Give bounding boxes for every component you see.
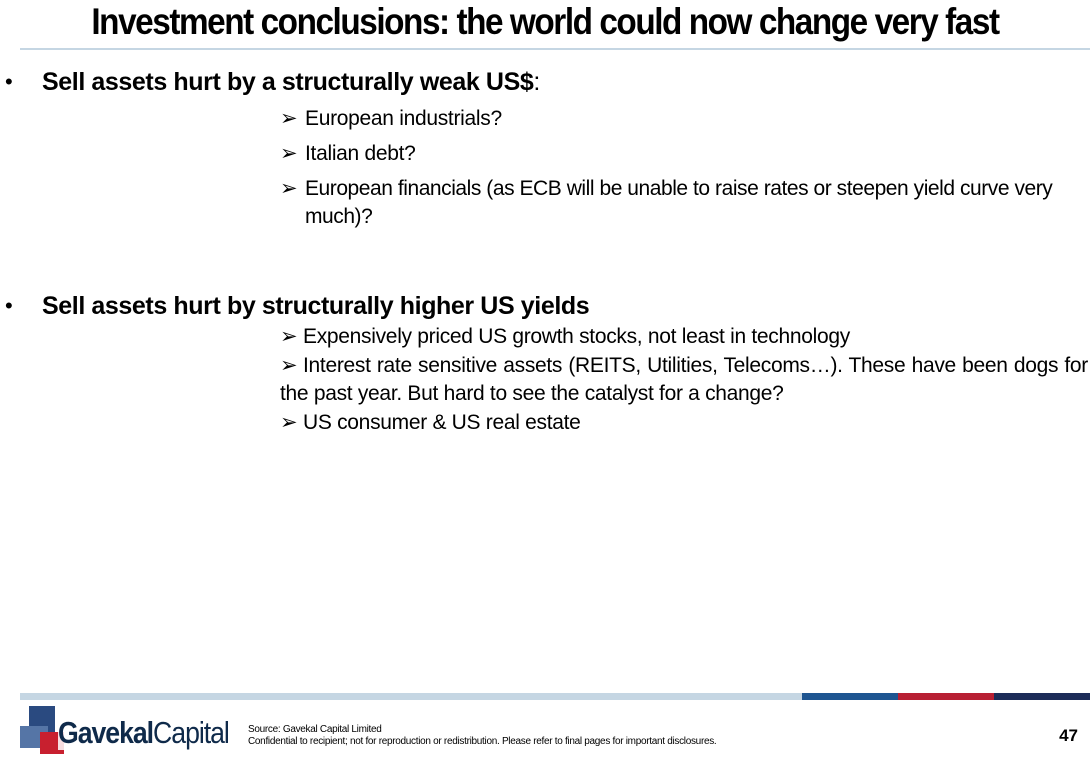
section1-bullet: • bbox=[5, 69, 13, 94]
section1-item: ➢ Italian debt? bbox=[280, 140, 1088, 168]
page-number: 47 bbox=[1059, 726, 1078, 745]
footer-source: Source: Gavekal Capital Limited Confiden… bbox=[248, 724, 717, 748]
section1-item-text: Italian debt? bbox=[305, 142, 416, 165]
section2-item: ➢ US consumer & US real estate bbox=[280, 409, 1088, 437]
section2-heading: Sell assets hurt by structurally higher … bbox=[42, 292, 590, 320]
section1-heading-colon: : bbox=[533, 68, 540, 96]
section1-heading-text: Sell assets hurt by a structurally weak … bbox=[42, 68, 534, 96]
section2-item-text: Expensively priced US growth stocks, not… bbox=[303, 325, 850, 348]
arrow-bullet-icon: ➢ bbox=[280, 177, 298, 200]
arrow-bullet-icon: ➢ bbox=[280, 411, 298, 434]
page-title: Investment conclusions: the world could … bbox=[91, 1, 1000, 42]
section2-item: ➢ Interest rate sensitive assets (REITS, … bbox=[280, 352, 1088, 408]
arrow-bullet-icon: ➢ bbox=[280, 354, 298, 377]
logo-wordmark-regular: Capital bbox=[153, 715, 230, 750]
gavekal-logo: GavekalCapital bbox=[20, 706, 245, 758]
section1-item-text: European financials (as ECB will be unab… bbox=[305, 177, 1053, 228]
footer-bar-navy bbox=[994, 693, 1090, 700]
footer-bar-blue bbox=[802, 693, 898, 700]
title-divider bbox=[20, 48, 1090, 50]
source-line: Source: Gavekal Capital Limited bbox=[248, 724, 382, 735]
logo-wordmark: GavekalCapital bbox=[58, 715, 230, 751]
section1-heading: Sell assets hurt by a structurally weak … bbox=[42, 67, 540, 97]
section1-item: ➢ European industrials? bbox=[280, 105, 1088, 133]
footer-bar-light bbox=[20, 693, 802, 700]
disclaimer-line: Confidential to recipient; not for repro… bbox=[248, 736, 717, 747]
logo-wordmark-bold: Gavekal bbox=[58, 715, 154, 750]
section2-item-text: Interest rate sensitive assets (REITS, U… bbox=[280, 354, 1088, 405]
arrow-bullet-icon: ➢ bbox=[280, 325, 298, 348]
arrow-bullet-icon: ➢ bbox=[280, 107, 298, 130]
section1-item-text: European industrials? bbox=[305, 107, 502, 130]
section2-item: ➢ Expensively priced US growth stocks, no… bbox=[280, 323, 1088, 351]
section2-bullet: • bbox=[5, 293, 13, 318]
section2-item-text: US consumer & US real estate bbox=[303, 411, 581, 434]
section1-item: ➢ European financials (as ECB will be una… bbox=[280, 175, 1090, 231]
arrow-bullet-icon: ➢ bbox=[280, 142, 298, 165]
footer-bar-red bbox=[898, 693, 994, 700]
